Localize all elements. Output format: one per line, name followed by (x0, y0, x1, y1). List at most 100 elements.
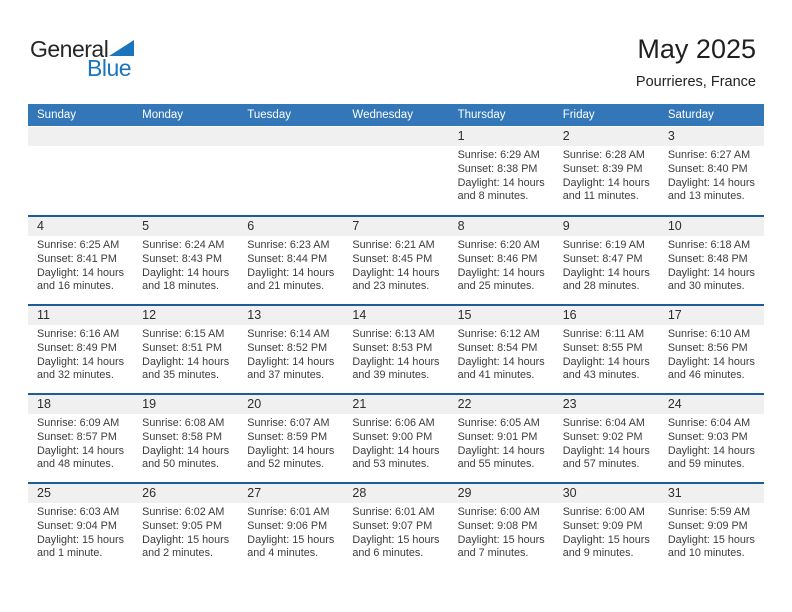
sunset-text: Sunset: 8:53 PM (352, 341, 433, 354)
day-details: Sunrise: 6:18 AM Sunset: 8:48 PM Dayligh… (659, 236, 764, 294)
daylight-text: Daylight: 14 hours and 37 minutes. (247, 355, 335, 382)
sunrise-text: Sunrise: 6:04 AM (667, 417, 751, 429)
weekday-header-row: Sunday Monday Tuesday Wednesday Thursday… (28, 104, 764, 126)
sunrise-text: Sunrise: 6:20 AM (457, 239, 540, 251)
day-details: Sunrise: 6:04 AM Sunset: 9:03 PM Dayligh… (659, 414, 764, 472)
day-cell: 17 Sunrise: 6:10 AM Sunset: 8:56 PM Dayl… (658, 306, 764, 393)
day-details: Sunrise: 6:11 AM Sunset: 8:55 PM Dayligh… (554, 325, 659, 383)
daylight-text: Daylight: 14 hours and 32 minutes. (37, 355, 125, 382)
day-details: Sunrise: 6:27 AM Sunset: 8:40 PM Dayligh… (659, 146, 764, 204)
day-cell: 19 Sunrise: 6:08 AM Sunset: 8:58 PM Dayl… (133, 395, 239, 482)
day-cell: 23 Sunrise: 6:04 AM Sunset: 9:02 PM Dayl… (553, 395, 659, 482)
week-row: 11 Sunrise: 6:16 AM Sunset: 8:49 PM Dayl… (28, 304, 764, 393)
page-location: Pourrieres, France (635, 74, 756, 91)
day-number: 25 (28, 484, 134, 503)
sunset-text: Sunset: 9:03 PM (667, 430, 748, 443)
calendar: Sunday Monday Tuesday Wednesday Thursday… (28, 104, 764, 571)
day-number (343, 127, 449, 146)
daylight-text: Daylight: 14 hours and 28 minutes. (562, 266, 650, 293)
sunset-text: Sunset: 9:08 PM (457, 519, 538, 532)
sunset-text: Sunset: 8:47 PM (562, 252, 643, 265)
sunrise-text: Sunrise: 6:19 AM (562, 239, 645, 251)
day-number: 31 (658, 484, 764, 503)
sunset-text: Sunset: 8:39 PM (562, 162, 643, 175)
day-cell (238, 127, 344, 215)
daylight-text: Daylight: 14 hours and 43 minutes. (562, 355, 650, 382)
day-number (28, 127, 134, 146)
day-number: 20 (238, 395, 344, 414)
day-details: Sunrise: 6:28 AM Sunset: 8:39 PM Dayligh… (554, 146, 659, 204)
weekday-header-sunday: Sunday (37, 109, 77, 121)
sunset-text: Sunset: 9:07 PM (352, 519, 433, 532)
day-number: 29 (448, 484, 554, 503)
sunrise-text: Sunrise: 6:07 AM (247, 417, 330, 429)
daylight-text: Daylight: 14 hours and 23 minutes. (352, 266, 440, 293)
day-number (133, 127, 239, 146)
day-cell: 28 Sunrise: 6:01 AM Sunset: 9:07 PM Dayl… (343, 484, 449, 571)
logo-triangle-icon (109, 40, 135, 56)
daylight-text: Daylight: 14 hours and 35 minutes. (142, 355, 230, 382)
sunset-text: Sunset: 9:01 PM (457, 430, 538, 443)
day-number: 9 (553, 217, 659, 236)
logo-text-general: General (30, 36, 109, 62)
weekday-header-tuesday: Tuesday (247, 109, 291, 121)
daylight-text: Daylight: 14 hours and 16 minutes. (37, 266, 125, 293)
sunrise-text: Sunrise: 6:10 AM (667, 328, 751, 340)
day-cell: 6 Sunrise: 6:23 AM Sunset: 8:44 PM Dayli… (238, 217, 344, 304)
day-cell: 4 Sunrise: 6:25 AM Sunset: 8:41 PM Dayli… (28, 217, 134, 304)
sunset-text: Sunset: 9:05 PM (142, 519, 222, 532)
day-number: 16 (553, 306, 659, 325)
daylight-text: Daylight: 14 hours and 50 minutes. (142, 444, 230, 471)
daylight-text: Daylight: 15 hours and 7 minutes. (457, 533, 545, 560)
sunset-text: Sunset: 8:58 PM (142, 430, 222, 443)
day-cell: 24 Sunrise: 6:04 AM Sunset: 9:03 PM Dayl… (658, 395, 764, 482)
daylight-text: Daylight: 15 hours and 1 minute. (37, 533, 125, 560)
day-cell: 14 Sunrise: 6:13 AM Sunset: 8:53 PM Dayl… (343, 306, 449, 393)
day-number: 24 (658, 395, 764, 414)
daylight-text: Daylight: 14 hours and 18 minutes. (142, 266, 230, 293)
day-cell (343, 127, 449, 215)
sunrise-text: Sunrise: 6:02 AM (142, 506, 225, 518)
day-details: Sunrise: 6:29 AM Sunset: 8:38 PM Dayligh… (449, 146, 554, 204)
weekday-header-friday: Friday (562, 109, 595, 121)
logo-text-blue: Blue (87, 55, 132, 81)
sunrise-text: Sunrise: 6:06 AM (352, 417, 435, 429)
sunrise-text: Sunrise: 6:01 AM (247, 506, 330, 518)
day-details: Sunrise: 6:08 AM Sunset: 8:58 PM Dayligh… (133, 414, 238, 472)
sunset-text: Sunset: 8:49 PM (37, 341, 117, 354)
day-details: Sunrise: 6:25 AM Sunset: 8:41 PM Dayligh… (28, 236, 133, 294)
sunset-text: Sunset: 8:54 PM (457, 341, 538, 354)
day-details: Sunrise: 6:03 AM Sunset: 9:04 PM Dayligh… (28, 503, 133, 561)
weekday-header-monday: Monday (142, 109, 184, 121)
sunrise-text: Sunrise: 6:13 AM (352, 328, 435, 340)
week-row: 18 Sunrise: 6:09 AM Sunset: 8:57 PM Dayl… (28, 393, 764, 482)
sunrise-text: Sunrise: 6:14 AM (247, 328, 330, 340)
daylight-text: Daylight: 14 hours and 13 minutes. (667, 176, 755, 203)
day-cell: 20 Sunrise: 6:07 AM Sunset: 8:59 PM Dayl… (238, 395, 344, 482)
day-cell: 9 Sunrise: 6:19 AM Sunset: 8:47 PM Dayli… (553, 217, 659, 304)
day-number: 30 (553, 484, 659, 503)
general-blue-logo: General Blue (30, 38, 150, 80)
sunrise-text: Sunrise: 6:05 AM (457, 417, 540, 429)
day-details: Sunrise: 6:06 AM Sunset: 9:00 PM Dayligh… (343, 414, 448, 472)
sunrise-text: Sunrise: 6:00 AM (457, 506, 540, 518)
sunrise-text: Sunrise: 6:16 AM (37, 328, 120, 340)
day-cell: 21 Sunrise: 6:06 AM Sunset: 9:00 PM Dayl… (343, 395, 449, 482)
day-cell: 2 Sunrise: 6:28 AM Sunset: 8:39 PM Dayli… (553, 127, 659, 215)
day-cell: 29 Sunrise: 6:00 AM Sunset: 9:08 PM Dayl… (448, 484, 554, 571)
day-cell: 12 Sunrise: 6:15 AM Sunset: 8:51 PM Dayl… (133, 306, 239, 393)
sunset-text: Sunset: 9:00 PM (352, 430, 433, 443)
day-details: Sunrise: 6:00 AM Sunset: 9:08 PM Dayligh… (449, 503, 554, 561)
daylight-text: Daylight: 14 hours and 59 minutes. (667, 444, 755, 471)
day-details: Sunrise: 6:13 AM Sunset: 8:53 PM Dayligh… (343, 325, 448, 383)
sunset-text: Sunset: 8:44 PM (247, 252, 328, 265)
day-number: 11 (28, 306, 134, 325)
day-cell (133, 127, 239, 215)
sunset-text: Sunset: 9:06 PM (247, 519, 328, 532)
day-number: 19 (133, 395, 239, 414)
sunset-text: Sunset: 9:04 PM (37, 519, 117, 532)
day-details: Sunrise: 6:05 AM Sunset: 9:01 PM Dayligh… (449, 414, 554, 472)
day-number: 21 (343, 395, 449, 414)
sunrise-text: Sunrise: 6:09 AM (37, 417, 120, 429)
sunrise-text: Sunrise: 6:18 AM (667, 239, 751, 251)
